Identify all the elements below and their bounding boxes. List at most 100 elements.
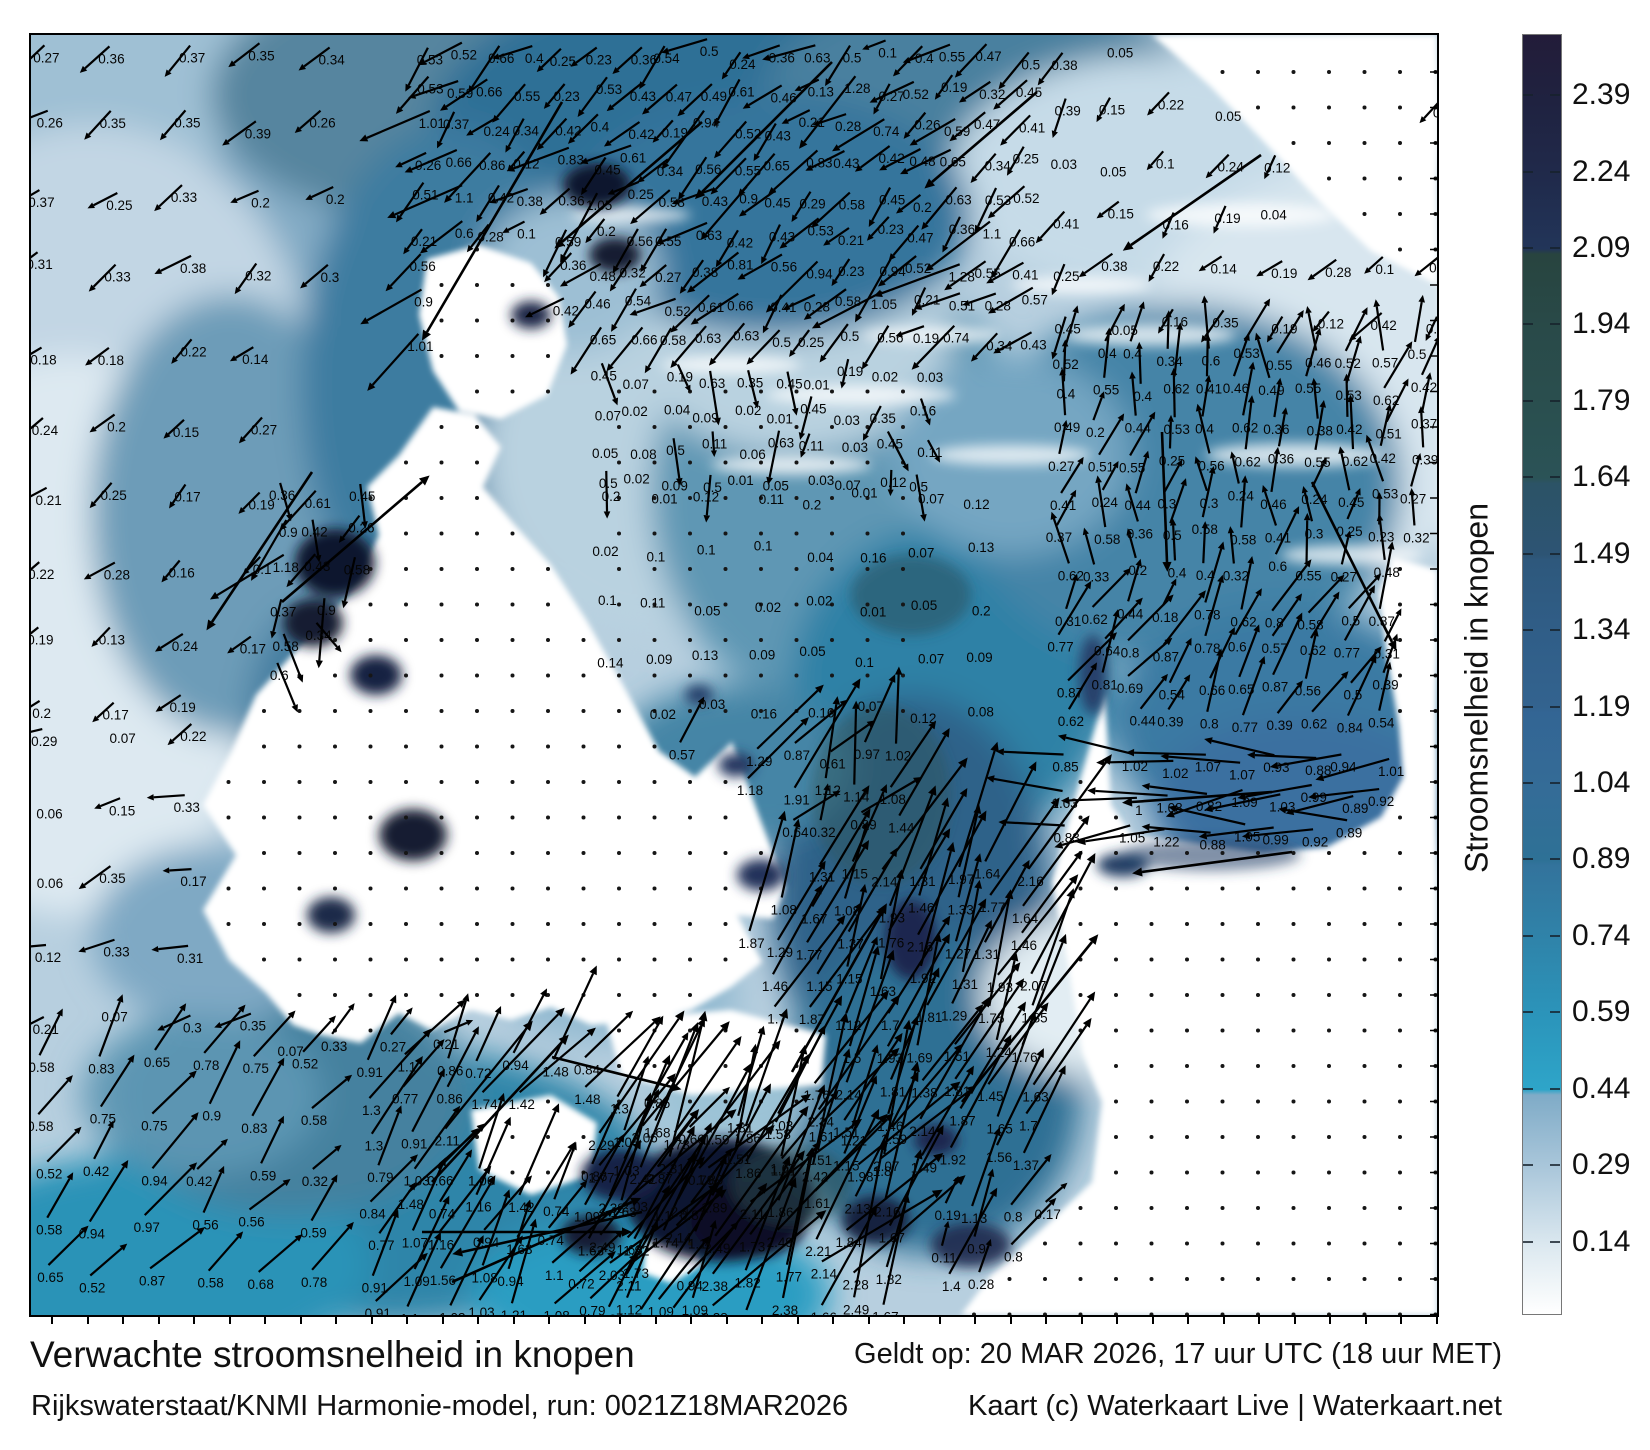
colorbar-tick-mark (1523, 858, 1533, 861)
map-axis-tick (796, 1317, 799, 1324)
svg-text:1.29: 1.29 (767, 945, 793, 960)
svg-text:0.2: 0.2 (802, 498, 821, 513)
svg-text:1.18: 1.18 (737, 783, 763, 798)
svg-text:0.37: 0.37 (1046, 530, 1072, 545)
svg-text:0.35: 0.35 (99, 871, 125, 886)
svg-text:0.41: 0.41 (1012, 268, 1038, 283)
svg-text:0.26: 0.26 (37, 116, 63, 131)
svg-text:0.56: 0.56 (192, 1218, 218, 1233)
svg-text:0.47: 0.47 (666, 90, 692, 105)
svg-text:0.14: 0.14 (1210, 261, 1237, 276)
svg-text:1.15: 1.15 (842, 867, 868, 882)
svg-text:0.59: 0.59 (944, 124, 970, 139)
map-axis-tick (974, 1317, 976, 1324)
svg-text:0.51: 0.51 (1376, 427, 1402, 442)
svg-text:1.4: 1.4 (942, 1279, 961, 1294)
svg-text:1.09: 1.09 (682, 1303, 708, 1315)
svg-text:1.15: 1.15 (833, 1159, 859, 1174)
svg-text:0.66: 0.66 (476, 84, 502, 99)
svg-text:0.92: 0.92 (1368, 794, 1394, 809)
svg-text:0.1: 0.1 (1375, 262, 1394, 277)
svg-text:0.26: 0.26 (914, 118, 940, 133)
svg-text:2.14: 2.14 (836, 1087, 863, 1102)
svg-text:0.84: 0.84 (574, 1062, 601, 1077)
svg-text:0.05: 0.05 (911, 598, 937, 613)
svg-text:1.02: 1.02 (1162, 766, 1188, 781)
svg-text:0.58: 0.58 (659, 195, 685, 210)
svg-text:0.2: 0.2 (32, 706, 51, 721)
svg-text:0.9: 0.9 (414, 295, 433, 310)
colorbar-tick-mark (1550, 94, 1560, 97)
svg-text:1.64: 1.64 (974, 866, 1001, 881)
svg-text:0.04: 0.04 (807, 550, 834, 565)
svg-text:0.2: 0.2 (326, 192, 345, 207)
svg-text:0.31: 0.31 (31, 257, 53, 272)
svg-text:0.92: 0.92 (1302, 834, 1328, 849)
svg-text:0.46: 0.46 (584, 296, 610, 311)
colorbar-tick-mark (1523, 247, 1533, 250)
svg-text:0.46: 0.46 (1260, 497, 1286, 512)
svg-text:0.55: 0.55 (1295, 381, 1321, 396)
svg-text:0.41: 0.41 (1050, 498, 1076, 513)
svg-text:1.75: 1.75 (978, 1011, 1004, 1026)
colorbar-tick-label: 1.79 (1572, 383, 1631, 417)
svg-text:0.74: 0.74 (873, 124, 900, 139)
svg-text:0.43: 0.43 (630, 89, 656, 104)
svg-text:0.18: 0.18 (31, 353, 57, 368)
svg-text:0.06: 0.06 (740, 447, 766, 462)
map-axis-tick (903, 1317, 905, 1324)
svg-text:0.63: 0.63 (695, 331, 721, 346)
model-run-subtitle: Rijkswaterstaat/KNMI Harmonie-model, run… (31, 1390, 849, 1422)
svg-text:0.18: 0.18 (98, 353, 124, 368)
svg-text:0.72: 0.72 (568, 1276, 594, 1291)
svg-text:0.65: 0.65 (144, 1055, 170, 1070)
svg-text:0.35: 0.35 (100, 116, 126, 131)
svg-text:1.01: 1.01 (1378, 764, 1404, 779)
svg-text:0.78: 0.78 (1194, 607, 1220, 622)
map-axis-tick (1400, 1317, 1402, 1324)
svg-text:0.08: 0.08 (968, 704, 994, 719)
svg-text:0.39: 0.39 (1157, 714, 1183, 729)
svg-text:0.26: 0.26 (309, 116, 335, 131)
svg-text:1.68: 1.68 (644, 1126, 670, 1141)
svg-text:0.79: 0.79 (579, 1303, 605, 1315)
svg-text:0.45: 0.45 (591, 368, 617, 383)
svg-text:0.19: 0.19 (941, 80, 967, 95)
svg-text:1.15: 1.15 (806, 979, 832, 994)
svg-text:0.74: 0.74 (429, 1207, 456, 1222)
svg-text:0.52: 0.52 (1013, 191, 1039, 206)
svg-text:0.5: 0.5 (1344, 688, 1363, 703)
svg-text:0.35: 0.35 (248, 48, 274, 63)
map-axis-tick (867, 1317, 870, 1324)
svg-text:0.59: 0.59 (250, 1168, 276, 1183)
map-axis-tick (86, 1317, 89, 1324)
svg-text:0.51: 0.51 (1088, 460, 1114, 475)
svg-text:0.31: 0.31 (1055, 614, 1081, 629)
svg-text:0.5: 0.5 (703, 480, 722, 495)
svg-text:0.34: 0.34 (305, 628, 332, 643)
svg-text:2.49: 2.49 (589, 1240, 615, 1255)
svg-text:1.74: 1.74 (471, 1097, 498, 1112)
svg-text:0.42: 0.42 (1371, 318, 1397, 333)
svg-text:0.5: 0.5 (843, 51, 862, 66)
svg-text:0.52: 0.52 (905, 261, 931, 276)
svg-text:0.52: 0.52 (1052, 357, 1078, 372)
svg-text:0.2: 0.2 (1086, 425, 1105, 440)
svg-text:0.38: 0.38 (692, 265, 718, 280)
svg-text:1.63: 1.63 (1022, 1090, 1048, 1105)
svg-text:0.9: 0.9 (317, 603, 336, 618)
svg-text:0.27: 0.27 (1331, 569, 1357, 584)
svg-text:0.52: 0.52 (292, 1057, 318, 1072)
svg-text:1.87: 1.87 (949, 1113, 975, 1128)
svg-text:0.39: 0.39 (1412, 452, 1437, 467)
svg-text:0.34: 0.34 (986, 338, 1013, 353)
colorbar-tick-mark (1550, 1164, 1560, 1167)
svg-text:0.24: 0.24 (729, 57, 756, 72)
svg-text:0.74: 0.74 (538, 1233, 565, 1248)
svg-text:0.5: 0.5 (599, 476, 618, 491)
svg-text:1.51: 1.51 (806, 1153, 832, 1168)
svg-text:0.86: 0.86 (581, 1169, 607, 1184)
svg-text:0.45: 0.45 (1054, 322, 1080, 337)
svg-text:0.19: 0.19 (662, 125, 688, 140)
